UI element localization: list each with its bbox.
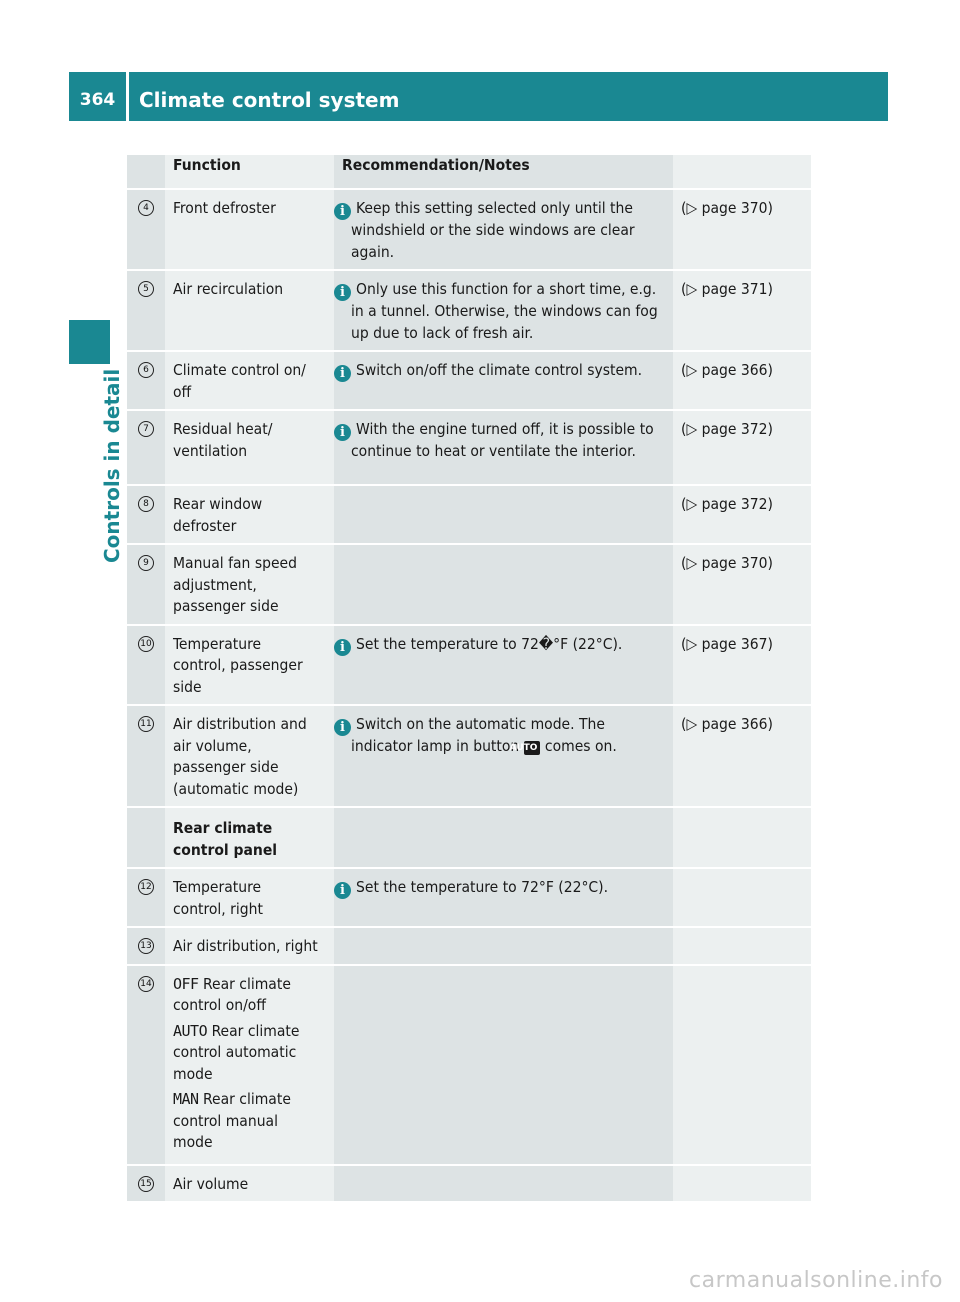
page-reference: (▷ page 367) <box>681 634 773 653</box>
note-text: Switch on/off the climate control system… <box>356 361 643 379</box>
climate-functions-table: Function Recommendation/Notes 4 Front de… <box>127 155 811 1203</box>
function-label: Front defroster <box>173 199 276 217</box>
note-text: Only use this function for a short time,… <box>351 280 658 342</box>
note-text: Keep this setting selected only until th… <box>351 199 635 261</box>
table-row: 8 Rear window defroster (▷ page 372) <box>127 486 811 545</box>
function-label: Manual fan speed adjustment, passenger s… <box>173 554 297 615</box>
header-num <box>127 155 165 190</box>
callout-number-icon: 12 <box>138 879 154 895</box>
callout-number-icon: 4 <box>138 200 154 216</box>
info-icon: i <box>334 284 351 301</box>
function-label: Temperature control, right <box>173 878 263 918</box>
callout-number-icon: 5 <box>138 281 154 297</box>
page-reference: (▷ page 366) <box>681 715 773 733</box>
note-text: Set the temperature to 72°F (22°C). <box>356 878 609 896</box>
page-number: 364 <box>79 90 116 110</box>
function-label: Residual heat/ ventilation <box>173 420 273 460</box>
mode-text: Rear climate control automatic mode <box>173 1021 300 1083</box>
page-reference: (▷ page 372) <box>681 495 773 513</box>
header-function: Function <box>165 155 334 190</box>
mode-man: MAN Rear climate control manual mode <box>173 1089 328 1154</box>
callout-number-icon: 13 <box>138 938 154 954</box>
table-row: 9 Manual fan speed adjustment, passenger… <box>127 545 811 626</box>
note-text: Set the temperature to 72�°F (22°C). <box>356 634 623 653</box>
function-label: Air distribution and air volume, passeng… <box>173 715 307 798</box>
mode-off: OFF Rear climate control on/off <box>173 974 328 1017</box>
info-icon: i <box>334 203 351 220</box>
page-reference: (▷ page 366) <box>681 361 773 379</box>
header-bar <box>69 72 888 121</box>
side-tab-block <box>69 320 110 364</box>
function-label: Rear window defroster <box>173 495 263 535</box>
section-heading: Rear climate control panel <box>173 819 278 859</box>
watermark: carmanualsonline.info <box>689 1268 943 1293</box>
page-reference: (▷ page 371) <box>681 280 773 298</box>
table-row: 15 Air volume <box>127 1165 811 1203</box>
callout-number-icon: 9 <box>138 555 154 571</box>
mode-code: AUTO <box>173 1021 208 1040</box>
callout-number-icon: 15 <box>138 1175 154 1192</box>
callout-number-icon: 6 <box>138 362 154 378</box>
header-recommendation: Recommendation/Notes <box>334 155 673 190</box>
note-text: Switch on the automatic mode. The indica… <box>351 715 605 755</box>
mode-text: Rear climate control manual mode <box>173 1090 291 1151</box>
header-divider <box>126 72 129 121</box>
table-header-row: Function Recommendation/Notes <box>127 155 811 190</box>
table-row: 12 Temperature control, right i Set the t… <box>127 869 811 928</box>
page-title: Climate control system <box>139 88 400 112</box>
page-reference: (▷ page 370) <box>681 199 773 217</box>
table-row: 7 Residual heat/ ventilation i With the e… <box>127 411 811 486</box>
mode-code: MAN <box>173 1090 199 1108</box>
note-text: With the engine turned off, it is possib… <box>351 420 654 460</box>
function-label: Air recirculation <box>173 280 284 298</box>
info-icon: i <box>334 882 351 899</box>
table-row: 5 Air recirculation i Only use this funct… <box>127 271 811 352</box>
table-row: 14 OFF Rear climate control on/off AUTO … <box>127 965 811 1166</box>
callout-number-icon: 7 <box>138 421 154 437</box>
callout-number-icon: 10 <box>138 635 154 652</box>
table-row: 13 Air distribution, right <box>127 928 811 966</box>
function-label: Temperature control, passenger side <box>173 634 303 696</box>
function-label: Climate control on/ off <box>173 361 306 401</box>
function-label: Air volume <box>173 1174 249 1193</box>
table-row: 4 Front defroster i Keep this setting sel… <box>127 190 811 271</box>
info-icon: i <box>334 365 351 382</box>
auto-button-key: AUTO <box>510 741 541 755</box>
table-row: 6 Climate control on/ off i Switch on/off… <box>127 352 811 411</box>
callout-number-icon: 11 <box>138 716 154 732</box>
info-icon: i <box>334 719 351 736</box>
info-icon: i <box>334 638 351 656</box>
header-ref <box>673 155 811 190</box>
mode-code: OFF <box>173 974 199 993</box>
section-heading-row: Rear climate control panel <box>127 808 811 869</box>
page-reference: (▷ page 370) <box>681 554 773 572</box>
table-row: 10 Temperature control, passenger side i… <box>127 625 811 706</box>
mode-auto: AUTO Rear climate control automatic mode <box>173 1021 328 1086</box>
side-tab-label: Controls in detail <box>100 368 124 563</box>
callout-number-icon: 14 <box>138 975 154 992</box>
callout-number-icon: 8 <box>138 496 154 512</box>
mode-text: Rear climate control on/off <box>173 974 291 1015</box>
function-label: Air distribution, right <box>173 937 318 955</box>
table-row: 11 Air distribution and air volume, pass… <box>127 706 811 808</box>
info-icon: i <box>334 424 351 441</box>
note-text: comes on. <box>544 737 617 755</box>
page-reference: (▷ page 372) <box>681 420 773 438</box>
